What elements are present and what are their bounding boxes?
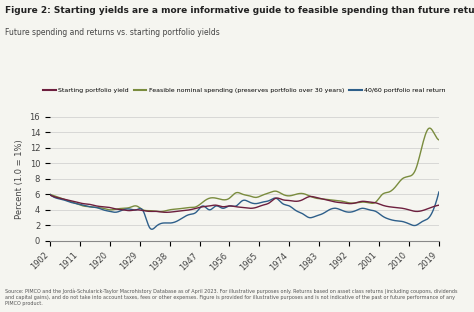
Y-axis label: Percent (1.0 = 1%): Percent (1.0 = 1%)	[15, 139, 24, 219]
Text: Source: PIMCO and the Jordà-Schularick-Taylor Macrohistory Database as of April : Source: PIMCO and the Jordà-Schularick-T…	[5, 289, 457, 306]
Legend: Starting portfolio yield, Feasible nominal spending (preserves portfolio over 30: Starting portfolio yield, Feasible nomin…	[41, 85, 448, 95]
Text: Figure 2: Starting yields are a more informative guide to feasible spending than: Figure 2: Starting yields are a more inf…	[5, 6, 474, 15]
Text: Future spending and returns vs. starting portfolio yields: Future spending and returns vs. starting…	[5, 28, 219, 37]
